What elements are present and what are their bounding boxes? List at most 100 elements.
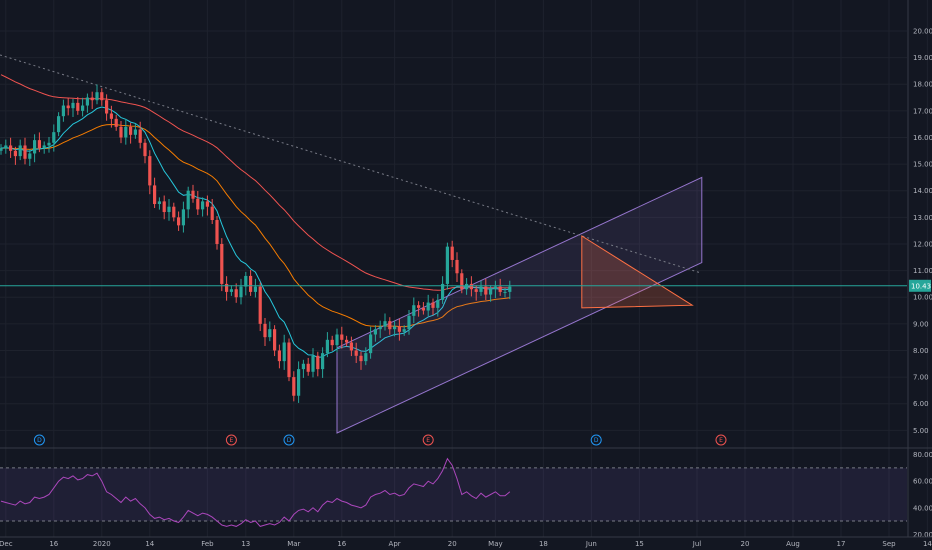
candle-body (316, 355, 320, 370)
triangle-pattern (581, 235, 694, 309)
x-axis-tick: 17 (837, 540, 846, 548)
candle-body (364, 353, 368, 362)
candle-body (71, 102, 75, 109)
candle-body (335, 334, 339, 346)
candle-body (201, 201, 205, 210)
rsi-y-tick: 80.00 (913, 451, 932, 459)
event-marker[interactable] (283, 434, 295, 446)
candle-body (138, 129, 142, 143)
candle-body (378, 326, 382, 330)
candle-body (407, 315, 411, 330)
rsi-y-tick: 40.00 (913, 504, 932, 512)
x-axis-tick: 13 (241, 540, 250, 548)
candle-body (167, 206, 171, 213)
candle-body (133, 129, 137, 135)
candle-body (340, 334, 344, 340)
candle-body (23, 145, 27, 159)
event-marker-letter: E (426, 437, 430, 444)
candle-body (9, 145, 13, 151)
trend-channel (336, 176, 703, 434)
candle-body (489, 289, 493, 295)
x-axis-tick: Apr (389, 540, 401, 548)
event-marker-letter: D (287, 437, 292, 444)
event-marker-letter: E (230, 437, 234, 444)
candle-body (100, 92, 104, 101)
x-axis-tick: 20 (448, 540, 457, 548)
y-axis-tick: 14.00 (913, 187, 932, 195)
candle-body (210, 206, 214, 221)
y-axis-tick: 8.00 (913, 347, 929, 355)
candle-body (412, 305, 416, 316)
x-axis-tick: 14 (923, 540, 932, 548)
candle-body (508, 286, 512, 292)
x-axis-tick: Aug (786, 540, 800, 548)
candle-body (330, 339, 334, 346)
candle-body (417, 305, 421, 308)
x-axis-tick: May (488, 540, 502, 548)
candle-body (311, 355, 315, 372)
candle-body (191, 190, 195, 199)
candle-body (18, 145, 22, 157)
last-price-badge: 10.43 (909, 279, 931, 292)
candle-body (402, 329, 406, 332)
x-axis-tick: 16 (49, 540, 58, 548)
x-axis-tick: Feb (201, 540, 214, 548)
y-axis-tick: 12.00 (913, 240, 932, 248)
candle-body (148, 156, 152, 186)
candle-body (258, 286, 262, 324)
candle-body (0, 148, 3, 151)
candle-body (153, 185, 157, 205)
x-axis-tick: Jun (585, 540, 597, 548)
candle-body (460, 273, 464, 290)
candle-body (465, 283, 469, 290)
y-axis-tick: 17.00 (913, 107, 932, 115)
y-axis-tick: 7.00 (913, 374, 929, 382)
candle-body (28, 153, 32, 159)
candle-body (42, 145, 46, 149)
candle-body (445, 246, 449, 284)
y-axis-tick: 11.00 (913, 267, 932, 275)
event-marker[interactable] (422, 434, 434, 446)
ema-mid-line (0, 123, 510, 328)
candle-body (493, 286, 497, 290)
rsi-y-tick: 20.00 (913, 531, 932, 539)
candle-body (282, 342, 286, 362)
candle-body (181, 209, 185, 226)
event-marker[interactable] (715, 434, 727, 446)
candle-body (431, 302, 435, 308)
candle-body (354, 350, 358, 356)
candle-body (57, 116, 61, 133)
event-marker-letter: D (37, 437, 42, 444)
candle-body (244, 275, 248, 287)
y-axis-tick: 18.00 (913, 81, 932, 89)
candle-body (33, 140, 37, 154)
candle-body (90, 97, 94, 101)
candle-body (239, 286, 243, 298)
candle-body (37, 140, 41, 149)
candle-body (81, 105, 85, 111)
x-axis-tick: 15 (635, 540, 644, 548)
candle-body (484, 286, 488, 295)
candle-body (76, 102, 80, 111)
drawing-overlays (0, 54, 703, 434)
candle-body (268, 329, 272, 338)
candle-body (498, 286, 502, 292)
y-axis-tick: 19.00 (913, 54, 932, 62)
candle-body (220, 243, 224, 284)
candle-body (119, 126, 123, 138)
candle-body (225, 283, 229, 292)
event-marker[interactable] (33, 434, 45, 446)
candle-body (229, 289, 233, 292)
candle-body (325, 339, 329, 354)
event-marker[interactable] (590, 434, 602, 446)
candle-body (287, 342, 291, 378)
event-marker[interactable] (225, 434, 237, 446)
y-axis-tick: 20.00 (913, 27, 932, 35)
x-axis-tick: 20 (741, 540, 750, 548)
y-axis-tick: 16.00 (913, 134, 932, 142)
candle-body (162, 201, 166, 213)
candle-body (349, 342, 353, 351)
x-axis-tick: 18 (539, 540, 548, 548)
